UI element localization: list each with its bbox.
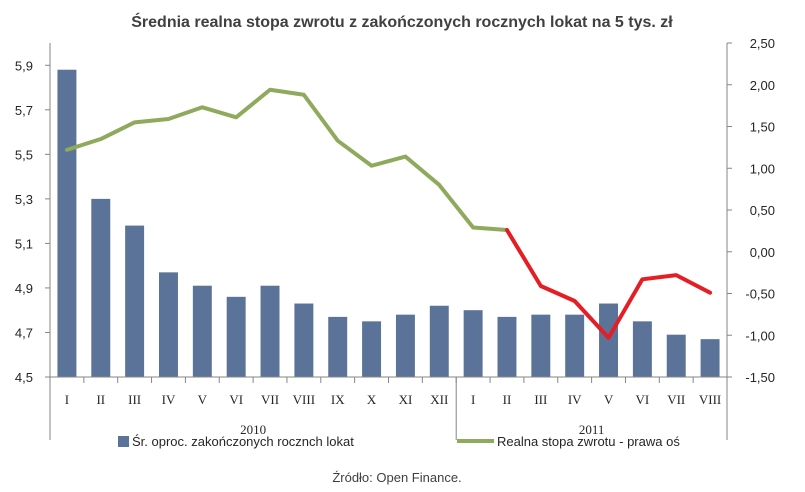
left-tick-label: 4,7	[15, 325, 33, 340]
bar	[429, 305, 449, 377]
left-tick-label: 5,5	[15, 147, 33, 162]
right-axis: -1,50 -1,00 -0,50 0,00 0,50 1,00 1,50 2,00 2,50	[726, 36, 775, 385]
line-series	[64, 87, 713, 340]
category-label: X	[367, 392, 377, 407]
category-label: V	[198, 392, 208, 407]
line-series-positive	[64, 87, 509, 233]
right-tick-label: 0,00	[750, 245, 775, 260]
right-tick-label: 0,50	[750, 203, 775, 218]
bar	[666, 334, 686, 377]
bar	[260, 285, 280, 377]
bar	[91, 198, 111, 377]
right-tick-label: 2,00	[750, 78, 775, 93]
category-label: XII	[430, 392, 448, 407]
category-label: VI	[636, 392, 650, 407]
bar	[531, 314, 551, 377]
year-label: 2011	[579, 422, 605, 437]
bar-series	[57, 69, 720, 377]
bar	[125, 225, 145, 377]
category-label: XI	[399, 392, 413, 407]
bar	[599, 303, 619, 377]
legend-label-line: Realna stopa zwrotu - prawa oś	[497, 434, 680, 449]
legend-swatch-bars	[118, 436, 129, 447]
right-tick-label: -1,00	[745, 328, 775, 343]
bar	[395, 314, 415, 377]
bar	[497, 316, 517, 377]
right-tick-label: -0,50	[745, 287, 775, 302]
bar	[632, 321, 652, 377]
bar	[57, 69, 77, 377]
line-series-negative	[504, 228, 713, 340]
category-label: II	[503, 392, 512, 407]
category-label: VII	[667, 392, 685, 407]
right-tick-label: 1,50	[750, 120, 775, 135]
category-label: III	[128, 392, 141, 407]
category-label: VIII	[293, 392, 315, 407]
bar	[700, 339, 720, 377]
category-label: V	[604, 392, 614, 407]
left-axis: 4,5 4,7 4,9 5,1 5,3 5,5 5,7 5,9	[15, 43, 51, 440]
right-tick-label: -1,50	[745, 370, 775, 385]
bar	[226, 296, 246, 377]
x-axis: I II III IV V VI VII VIII IX X XI XII I II III IV V VI VII…	[49, 376, 728, 440]
year-label: 2010	[240, 422, 266, 437]
legend: Śr. oproc. zakończonych rocznch lokat Rea…	[118, 434, 680, 449]
left-tick-label: 5,9	[15, 58, 33, 73]
legend-label-bars: Śr. oproc. zakończonych rocznch lokat	[132, 434, 354, 449]
left-tick-label: 4,5	[15, 370, 33, 385]
bar	[192, 285, 212, 377]
right-tick-label: 1,00	[750, 161, 775, 176]
bar	[328, 316, 348, 377]
bar	[362, 321, 382, 377]
right-tick-label: 2,50	[750, 36, 775, 51]
category-label: III	[534, 392, 547, 407]
category-label: I	[65, 392, 69, 407]
left-tick-label: 4,9	[15, 281, 33, 296]
source-note: Źródło: Open Finance.	[332, 470, 461, 485]
bar	[158, 272, 178, 377]
bar	[463, 310, 483, 377]
bar	[294, 303, 314, 377]
category-label: IX	[331, 392, 345, 407]
left-tick-label: 5,7	[15, 103, 33, 118]
category-label: II	[96, 392, 105, 407]
category-label: I	[471, 392, 475, 407]
category-label: VI	[229, 392, 243, 407]
category-label: VII	[261, 392, 279, 407]
bar	[565, 314, 585, 377]
chart-title: Średnia realna stopa zwrotu z zakończony…	[131, 12, 673, 31]
category-label: VIII	[699, 392, 721, 407]
left-tick-label: 5,1	[15, 236, 33, 251]
category-label: IV	[568, 392, 582, 407]
left-tick-label: 5,3	[15, 192, 33, 207]
category-label: IV	[162, 392, 176, 407]
